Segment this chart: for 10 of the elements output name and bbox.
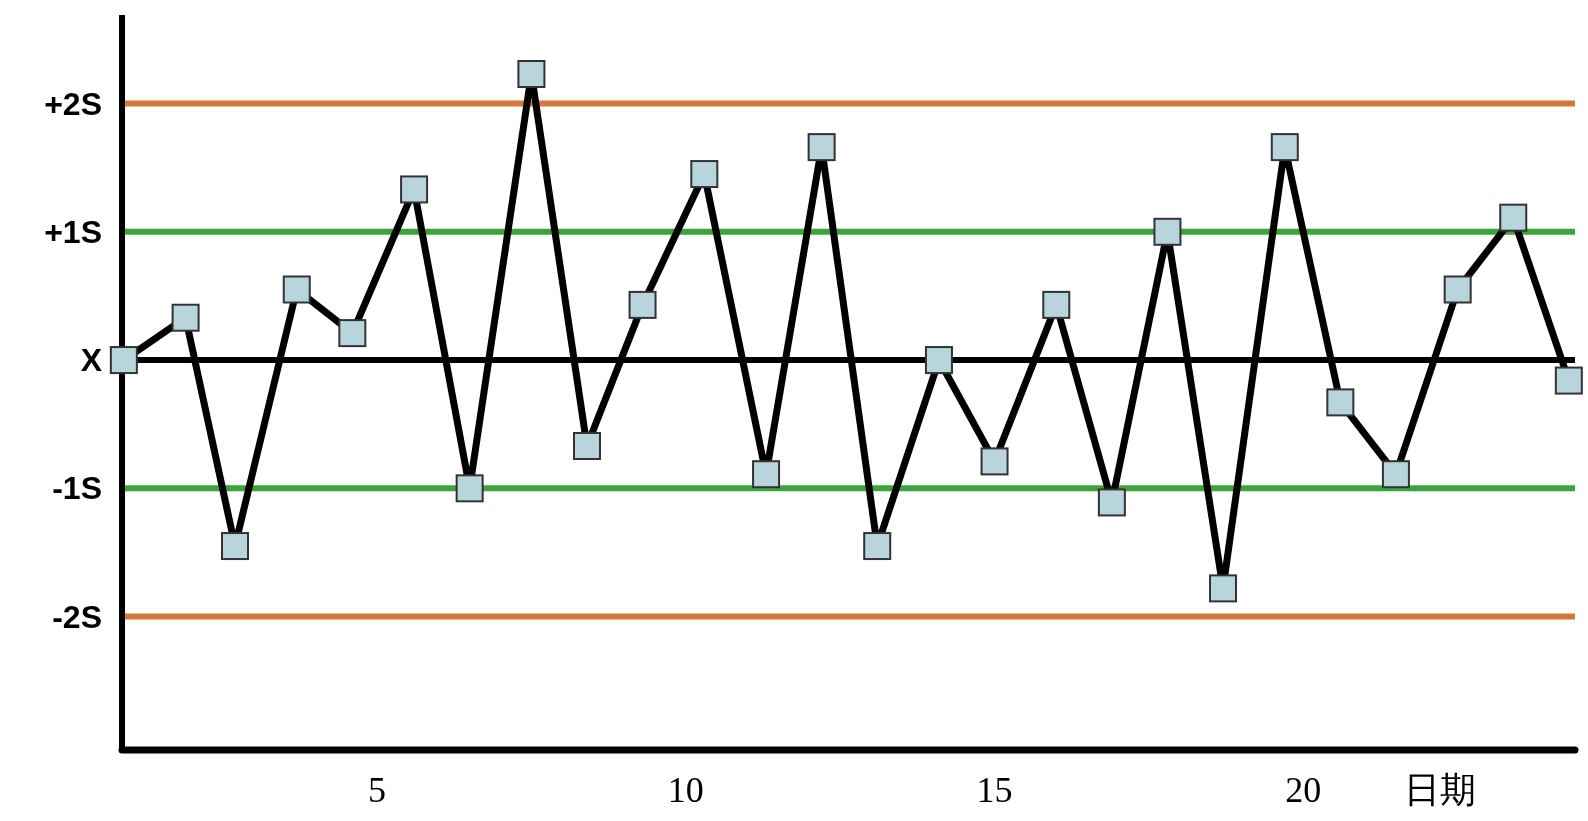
y-tick-label: -2S — [52, 598, 102, 635]
x-tick-label: 20 — [1285, 770, 1322, 810]
x-axis-title: 日期 — [1404, 770, 1476, 810]
x-tick-label: 5 — [368, 770, 387, 810]
y-tick-label: -1S — [52, 470, 102, 507]
x-tick-label: 15 — [976, 770, 1013, 810]
x-tick-label: 10 — [667, 770, 704, 810]
y-tick-label: +2S — [44, 85, 102, 122]
y-tick-label: +1S — [44, 213, 102, 250]
y-tick-label: X — [80, 342, 103, 379]
